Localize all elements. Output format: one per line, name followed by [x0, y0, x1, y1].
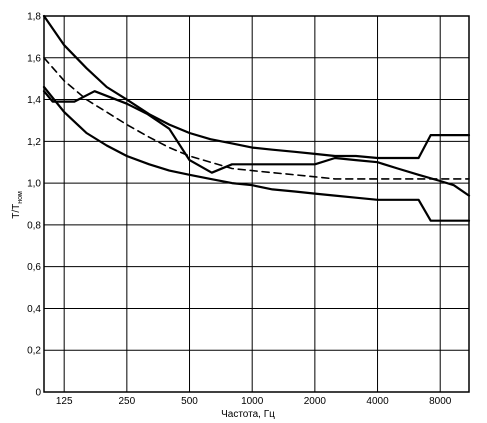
series-line-4 [42, 90, 471, 197]
y-tick-label: 1,0 [27, 179, 41, 190]
y-axis-title: T/Tном [11, 191, 24, 219]
x-tick-label: 1000 [241, 396, 264, 407]
plot-frame [43, 15, 470, 393]
series-line-3 [43, 56, 470, 180]
x-tick-labels: 125 250 500 1000 2000 4000 8000 [56, 396, 452, 407]
series-layer [42, 14, 471, 222]
y-tick-label: 1,8 [27, 12, 41, 23]
x-tick-label: 4000 [366, 396, 389, 407]
x-tick-label: 8000 [429, 396, 452, 407]
y-tick-label: 1,6 [27, 53, 41, 64]
y-tick-label: 1,4 [27, 95, 41, 106]
y-tick-label: 0,6 [27, 262, 41, 273]
series-line-2 [42, 85, 471, 222]
y-tick-label: 0,2 [27, 346, 41, 357]
y-tick-label: 0,4 [27, 304, 41, 315]
y-tick-label: 1,2 [27, 137, 41, 148]
y-tick-label: 0 [35, 388, 41, 399]
series-line-1 [42, 14, 471, 160]
x-tick-label: 2000 [304, 396, 327, 407]
x-axis-title: Частота, Гц [221, 409, 275, 420]
y-axis-title-main: T/T [11, 204, 22, 219]
grid [44, 15, 469, 393]
x-tick-label: 125 [56, 396, 73, 407]
y-axis-title-subscript: ном [17, 191, 24, 204]
x-tick-label: 500 [181, 396, 198, 407]
x-tick-label: 250 [119, 396, 136, 407]
y-tick-label: 0,8 [27, 220, 41, 231]
y-tick-labels: 0 0,2 0,4 0,6 0,8 1,0 1,2 1,4 1,6 1,8 [27, 12, 41, 399]
